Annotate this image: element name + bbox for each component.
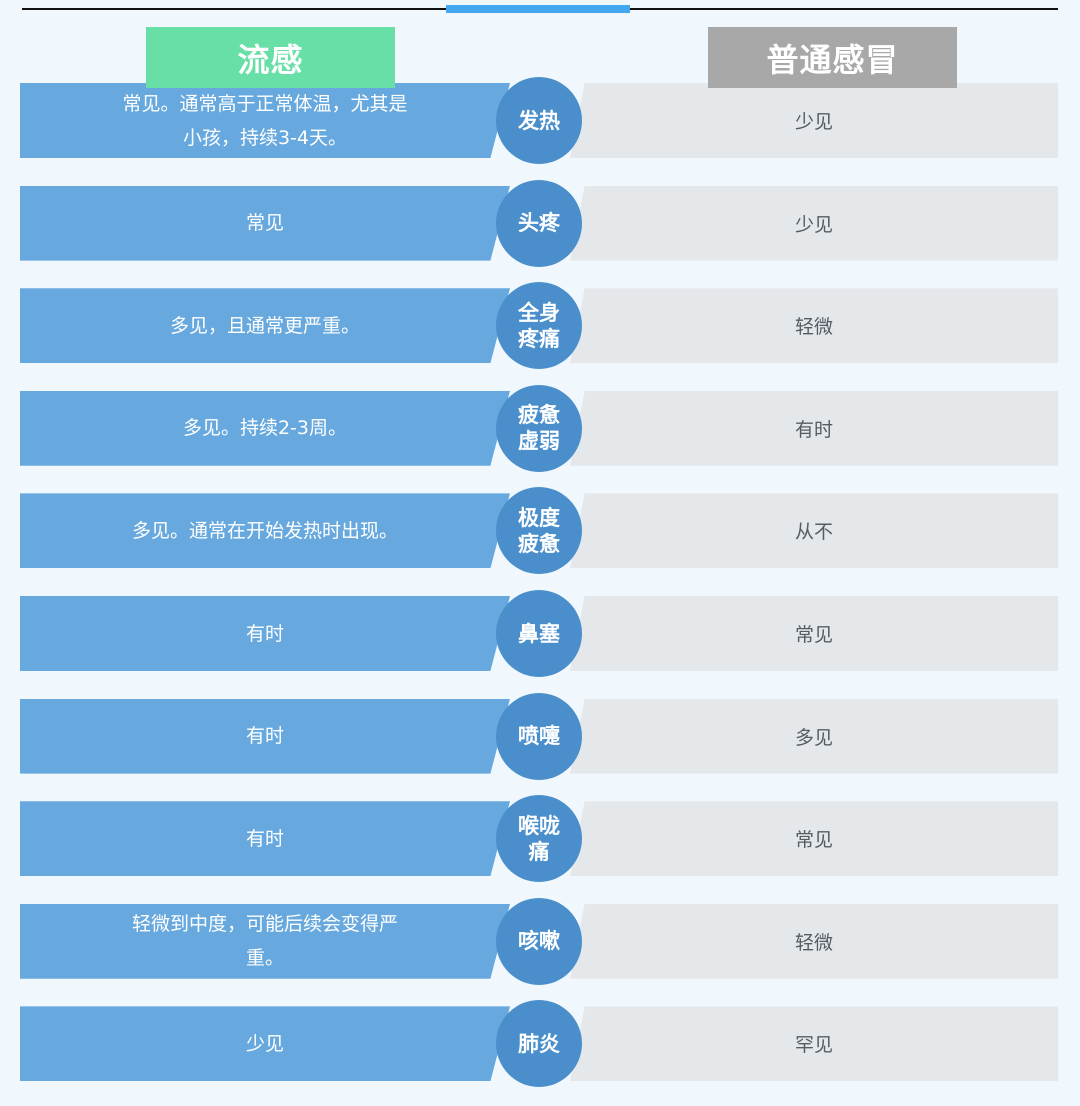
flu-text: 有时: [245, 622, 284, 645]
cold-cell: 有时: [570, 390, 1058, 466]
comparison-row: 常见 头疼 少见: [0, 179, 1080, 267]
cold-cell: 少见: [570, 83, 1058, 158]
symptom-label: 喉咙痛: [518, 813, 560, 864]
cold-text: 常见: [794, 829, 833, 852]
comparison-row: 有时 鼻塞 常见: [0, 590, 1080, 677]
symptom-badge: 疲惫虚弱: [496, 384, 582, 472]
comparison-row: 多见。通常在开始发热时出现。 极度疲惫 从不: [0, 487, 1080, 575]
cold-cell: 少见: [570, 185, 1058, 261]
cold-text: 轻微: [794, 316, 833, 339]
flu-text: 多见。通常在开始发热时出现。: [131, 519, 398, 542]
cold-cell: 轻微: [570, 288, 1058, 364]
cold-cell: 罕见: [570, 1006, 1058, 1082]
symptom-label: 喷嚏: [518, 724, 560, 749]
symptom-label: 全身疼痛: [518, 300, 560, 351]
symptom-badge: 极度疲惫: [496, 487, 582, 575]
cold-text: 罕见: [794, 1034, 833, 1057]
flu-text: 常见: [245, 212, 284, 235]
flu-cell: 多见。持续2-3周。: [20, 390, 510, 466]
cold-column-header: 普通感冒: [708, 27, 957, 88]
symptom-badge: 发热: [496, 77, 582, 164]
comparison-row: 有时 喷嚏 多见: [0, 692, 1080, 780]
symptom-badge: 肺炎: [496, 1000, 582, 1088]
flu-cell: 多见。通常在开始发热时出现。: [20, 493, 510, 569]
flu-cell: 少见: [20, 1006, 510, 1082]
symptom-label: 极度疲惫: [518, 505, 560, 556]
flu-text: 轻微到中度，可能后续会变得严重。: [131, 913, 398, 970]
symptom-badge: 头疼: [496, 179, 582, 267]
flu-cell: 轻微到中度，可能后续会变得严重。: [20, 903, 510, 979]
comparison-row: 多见，且通常更严重。 全身疼痛 轻微: [0, 282, 1080, 370]
flu-text: 多见。持续2-3周。: [182, 417, 348, 440]
flu-text: 常见。通常高于正常体温，尤其是小孩，持续3-4天。: [122, 92, 408, 149]
comparison-row: 少见 肺炎 罕见: [0, 1000, 1080, 1088]
cold-text: 常见: [794, 624, 833, 646]
cold-cell: 从不: [570, 493, 1058, 569]
symptom-label: 肺炎: [518, 1031, 560, 1056]
flu-text: 多见，且通常更严重。: [169, 314, 360, 337]
cold-cell: 轻微: [570, 903, 1058, 979]
cold-text: 少见: [794, 213, 833, 236]
symptom-label: 发热: [518, 108, 560, 133]
flu-text: 少见: [245, 1032, 284, 1055]
flu-text: 有时: [245, 827, 284, 850]
cold-text: 多见: [794, 726, 833, 749]
flu-column-header: 流感: [146, 27, 395, 88]
cold-cell: 常见: [570, 596, 1058, 671]
flu-text: 有时: [245, 725, 284, 748]
symptom-badge: 鼻塞: [496, 590, 582, 677]
flu-cell: 常见。通常高于正常体温，尤其是小孩，持续3-4天。: [20, 83, 510, 158]
symptom-badge: 喷嚏: [496, 692, 582, 780]
cold-cell: 多见: [570, 698, 1058, 774]
symptom-badge: 喉咙痛: [496, 795, 582, 883]
flu-cell: 有时: [20, 596, 510, 671]
cold-text: 轻微: [794, 931, 833, 954]
cold-text: 有时: [794, 418, 833, 441]
symptom-label: 疲惫虚弱: [518, 403, 560, 454]
symptom-label: 头疼: [518, 211, 560, 236]
symptom-label: 咳嗽: [518, 929, 560, 954]
cold-cell: 常见: [570, 801, 1058, 877]
flu-cell: 有时: [20, 698, 510, 774]
top-accent-bar: [446, 5, 630, 13]
cold-text: 少见: [794, 111, 833, 133]
comparison-row: 常见。通常高于正常体温，尤其是小孩，持续3-4天。 发热 少见: [0, 77, 1080, 164]
flu-cell: 有时: [20, 801, 510, 877]
symptom-badge: 全身疼痛: [496, 282, 582, 370]
comparison-row: 多见。持续2-3周。 疲惫虚弱 有时: [0, 384, 1080, 472]
flu-cell: 常见: [20, 185, 510, 261]
symptom-label: 鼻塞: [518, 621, 560, 646]
flu-cell: 多见，且通常更严重。: [20, 288, 510, 364]
symptom-badge: 咳嗽: [496, 897, 582, 985]
cold-text: 从不: [794, 521, 833, 544]
comparison-row: 轻微到中度，可能后续会变得严重。 咳嗽 轻微: [0, 897, 1080, 985]
comparison-row: 有时 喉咙痛 常见: [0, 795, 1080, 883]
